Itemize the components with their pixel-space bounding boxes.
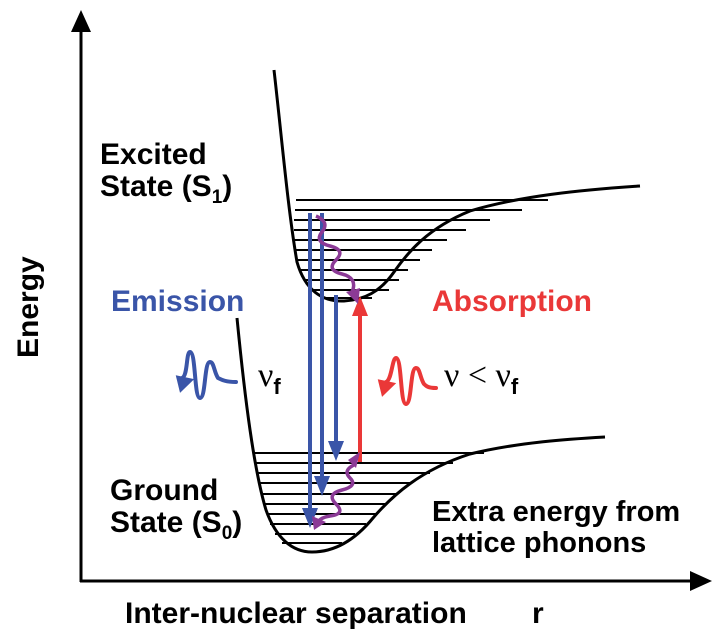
y-axis-arrowhead	[71, 10, 91, 32]
excited-vibrational-levels	[294, 199, 548, 299]
ground-state-line2: State (S0)	[110, 506, 243, 545]
extra-energy-line1: Extra energy from	[432, 496, 681, 528]
absorption-frequency-label: ν < νf	[444, 357, 519, 399]
emission-frequency-label: νf	[258, 357, 281, 399]
excited-state-curve	[272, 69, 641, 303]
emission-label: Emission	[111, 285, 245, 318]
absorption-arrow	[352, 296, 368, 462]
extra-energy-line2: lattice phonons	[432, 527, 647, 560]
x-axis-label: Inter-nuclear separation	[125, 597, 467, 630]
relaxation-ground-wavy	[316, 462, 357, 525]
ground-state-curve	[235, 317, 606, 554]
ground-state-line1: Ground	[110, 474, 219, 507]
relaxation-excited-wavy	[315, 214, 356, 293]
x-axis-symbol: r	[532, 597, 544, 630]
x-axis-arrowhead	[690, 571, 712, 591]
excited-state-line2: State (S1)	[100, 170, 233, 209]
relaxation-arrows	[312, 214, 360, 530]
excited-state-label: Excited State (S1)	[100, 138, 233, 209]
absorption-photon-icon	[377, 355, 438, 407]
y-axis-label: Energy	[12, 256, 45, 358]
emission-photon-icon	[175, 349, 238, 401]
absorption-label: Absorption	[432, 285, 592, 318]
excited-state-line1: Excited	[100, 138, 207, 171]
extra-energy-label: Extra energy from lattice phonons	[432, 496, 681, 560]
ground-state-label: Ground State (S0)	[110, 474, 243, 545]
emission-arrows	[302, 213, 344, 528]
